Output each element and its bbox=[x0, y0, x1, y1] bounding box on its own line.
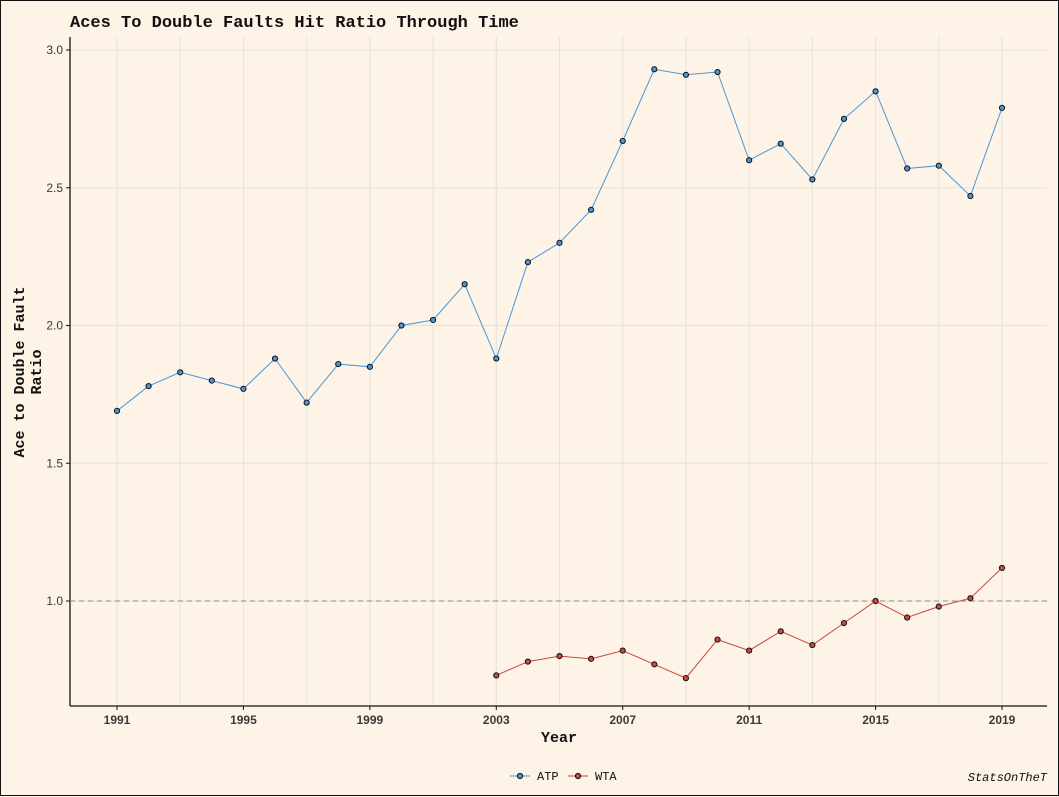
y-tick-label: 2.5 bbox=[46, 181, 63, 195]
atp-point bbox=[682, 71, 690, 78]
atp-point bbox=[524, 259, 531, 266]
wta-point bbox=[872, 597, 879, 605]
wta-point bbox=[998, 564, 1006, 572]
wta-point bbox=[840, 619, 848, 627]
atp-point bbox=[777, 140, 784, 147]
y-tick-label: 1.0 bbox=[46, 594, 63, 608]
atp-point bbox=[335, 360, 342, 368]
wta-point bbox=[556, 653, 563, 660]
atp-point bbox=[809, 176, 816, 183]
y-axis-title-line-1: Ace to Double Fault bbox=[12, 286, 29, 457]
atp-legend-label: ATP bbox=[537, 770, 559, 784]
wta-point bbox=[651, 661, 658, 668]
atp-point bbox=[208, 377, 215, 384]
wta-point bbox=[524, 658, 531, 665]
x-tick-label: 2019 bbox=[989, 713, 1016, 727]
wta-point bbox=[935, 603, 942, 610]
caption: StatsOnTheT bbox=[968, 771, 1048, 785]
axis-layer: 1991 1995 1999 2003 2007 2011 2015 2019 1.0 1.5 2.… bbox=[46, 37, 1047, 727]
atp-point bbox=[935, 162, 942, 169]
wta-point bbox=[746, 647, 753, 654]
atp-point bbox=[145, 383, 152, 390]
wta-legend-label: WTA bbox=[595, 770, 617, 784]
y-axis-title-line-2: Ratio bbox=[29, 349, 46, 394]
y-axis-title: Ace to Double Fault Ratio bbox=[12, 286, 46, 457]
atp-point bbox=[840, 115, 848, 122]
legend: ATP WTA bbox=[510, 770, 617, 784]
y-tick-label: 2.0 bbox=[46, 319, 63, 333]
atp-legend-marker bbox=[516, 772, 524, 780]
chart-title: Aces To Double Faults Hit Ratio Through … bbox=[70, 14, 519, 33]
series-layer bbox=[70, 66, 1047, 682]
atp-point bbox=[429, 316, 437, 324]
atp-point bbox=[398, 322, 405, 329]
atp-point bbox=[619, 137, 626, 145]
atp-point bbox=[714, 68, 721, 76]
y-tick-label: 3.0 bbox=[46, 43, 63, 57]
wta-point bbox=[967, 595, 974, 602]
atp-point bbox=[998, 104, 1006, 111]
atp-point bbox=[461, 281, 468, 288]
wta-point bbox=[493, 672, 500, 679]
wta-point bbox=[682, 675, 690, 682]
atp-point bbox=[177, 369, 184, 376]
wta-point bbox=[809, 641, 816, 649]
atp-point bbox=[366, 363, 373, 370]
wta-point bbox=[714, 636, 721, 643]
grid-layer bbox=[70, 37, 1047, 706]
atp-point bbox=[240, 385, 247, 392]
atp-point bbox=[872, 88, 879, 95]
atp-point bbox=[588, 206, 595, 213]
x-tick-label: 2003 bbox=[483, 713, 510, 727]
wta-legend-marker bbox=[574, 772, 582, 780]
atp-point bbox=[303, 399, 310, 406]
x-tick-label: 1995 bbox=[230, 713, 257, 727]
atp-point bbox=[904, 165, 911, 172]
y-tick-label: 1.5 bbox=[46, 456, 63, 470]
wta-point bbox=[904, 614, 911, 621]
atp-point bbox=[651, 66, 658, 73]
atp-point bbox=[556, 239, 563, 246]
atp-point bbox=[967, 192, 974, 200]
x-tick-label: 2007 bbox=[609, 713, 636, 727]
atp-point bbox=[113, 407, 121, 415]
atp-point bbox=[746, 157, 753, 164]
x-tick-label: 2015 bbox=[862, 713, 889, 727]
x-tick-label: 1999 bbox=[357, 713, 384, 727]
x-tick-label: 2011 bbox=[736, 713, 762, 727]
x-axis-title: Year bbox=[541, 730, 577, 747]
x-tick-label: 1991 bbox=[104, 713, 131, 727]
wta-point bbox=[777, 628, 784, 635]
wta-point bbox=[619, 647, 626, 654]
atp-point bbox=[271, 355, 279, 362]
atp-point bbox=[493, 355, 500, 362]
wta-point bbox=[588, 655, 595, 662]
